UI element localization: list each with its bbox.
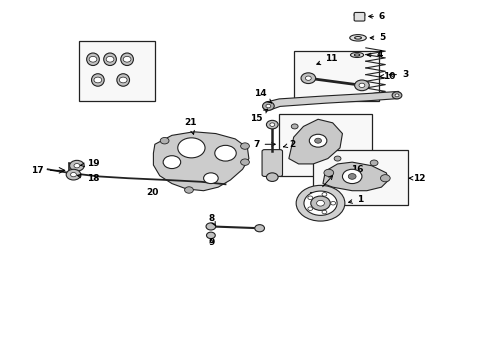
- FancyBboxPatch shape: [294, 51, 379, 102]
- Polygon shape: [323, 162, 389, 191]
- Circle shape: [359, 83, 365, 87]
- Circle shape: [322, 210, 327, 214]
- Circle shape: [317, 201, 324, 206]
- Circle shape: [119, 77, 127, 83]
- FancyBboxPatch shape: [279, 114, 372, 176]
- Circle shape: [74, 163, 80, 168]
- Text: 11: 11: [317, 54, 338, 65]
- Circle shape: [66, 169, 81, 180]
- Circle shape: [70, 160, 84, 171]
- Circle shape: [241, 159, 249, 165]
- Circle shape: [311, 196, 330, 210]
- Text: 6: 6: [368, 12, 385, 21]
- Circle shape: [270, 123, 275, 126]
- Text: 17: 17: [30, 166, 43, 175]
- Circle shape: [241, 143, 249, 149]
- Circle shape: [178, 138, 205, 158]
- Text: 13: 13: [308, 176, 333, 201]
- Circle shape: [267, 173, 278, 181]
- Circle shape: [255, 225, 265, 232]
- Circle shape: [304, 191, 337, 215]
- Circle shape: [322, 193, 327, 196]
- Text: 5: 5: [370, 33, 385, 42]
- Circle shape: [160, 138, 169, 144]
- Text: 19: 19: [81, 159, 99, 168]
- Ellipse shape: [104, 53, 116, 66]
- Ellipse shape: [121, 53, 133, 66]
- Polygon shape: [289, 119, 343, 164]
- Text: 12: 12: [409, 174, 426, 183]
- Circle shape: [206, 223, 216, 230]
- Circle shape: [315, 138, 321, 143]
- Circle shape: [94, 77, 102, 83]
- Circle shape: [380, 175, 390, 182]
- Ellipse shape: [354, 54, 360, 56]
- Circle shape: [203, 173, 218, 184]
- FancyBboxPatch shape: [313, 150, 408, 205]
- Ellipse shape: [87, 53, 99, 66]
- Circle shape: [331, 202, 336, 205]
- FancyBboxPatch shape: [354, 13, 365, 21]
- Circle shape: [123, 57, 131, 62]
- Text: 9: 9: [208, 238, 215, 247]
- Text: 21: 21: [184, 118, 196, 134]
- Circle shape: [89, 57, 97, 62]
- Circle shape: [305, 76, 311, 80]
- Circle shape: [392, 92, 402, 99]
- Text: 2: 2: [284, 140, 295, 149]
- Circle shape: [263, 102, 274, 111]
- Text: 20: 20: [146, 188, 159, 197]
- Text: 16: 16: [351, 165, 364, 174]
- FancyBboxPatch shape: [262, 150, 283, 176]
- Text: 14: 14: [254, 89, 271, 103]
- Circle shape: [163, 156, 181, 168]
- Circle shape: [206, 232, 215, 239]
- Circle shape: [355, 80, 369, 91]
- Circle shape: [291, 124, 298, 129]
- Ellipse shape: [350, 53, 364, 58]
- Text: 8: 8: [208, 214, 216, 226]
- Circle shape: [308, 207, 313, 211]
- Circle shape: [215, 145, 236, 161]
- Circle shape: [348, 174, 356, 179]
- Circle shape: [71, 172, 76, 177]
- Text: 1: 1: [349, 195, 363, 204]
- Text: 4: 4: [368, 50, 383, 59]
- Polygon shape: [263, 91, 401, 111]
- Text: 10: 10: [380, 72, 395, 81]
- Ellipse shape: [117, 74, 129, 86]
- Text: 7: 7: [253, 140, 275, 149]
- Circle shape: [296, 185, 345, 221]
- Circle shape: [267, 120, 278, 129]
- Circle shape: [334, 156, 341, 161]
- Circle shape: [324, 169, 334, 176]
- Circle shape: [266, 104, 271, 108]
- Text: 15: 15: [250, 109, 268, 123]
- FancyBboxPatch shape: [79, 41, 155, 102]
- Circle shape: [370, 160, 378, 166]
- Circle shape: [395, 94, 399, 97]
- Circle shape: [343, 169, 362, 184]
- Circle shape: [309, 134, 327, 147]
- Polygon shape: [153, 132, 249, 191]
- Text: 18: 18: [77, 174, 99, 183]
- Circle shape: [185, 187, 194, 193]
- Ellipse shape: [354, 13, 365, 17]
- Circle shape: [106, 57, 114, 62]
- Circle shape: [301, 73, 316, 84]
- Text: 3: 3: [389, 70, 408, 79]
- Ellipse shape: [355, 37, 362, 39]
- Circle shape: [308, 196, 313, 199]
- Ellipse shape: [92, 74, 104, 86]
- Ellipse shape: [350, 35, 367, 41]
